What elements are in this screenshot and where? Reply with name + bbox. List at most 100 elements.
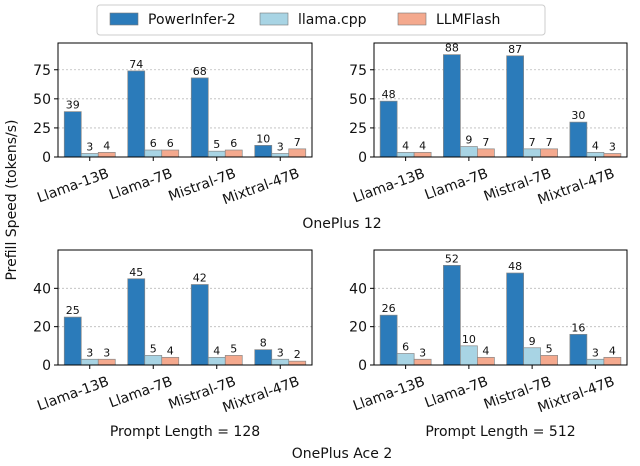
y-tick-label: 25 [349, 121, 367, 137]
bar-llmflash [288, 148, 307, 158]
bar-powerinfer-2 [254, 349, 273, 366]
bar-value-label: 4 [482, 344, 489, 357]
y-tick-label: 25 [33, 121, 51, 137]
bar-llmflash [161, 356, 180, 366]
bar-value-label: 7 [482, 136, 489, 149]
bar-powerinfer-2 [569, 121, 588, 158]
y-tick-label: 0 [358, 358, 367, 374]
bar-llmflash [161, 149, 180, 158]
bar-llama-cpp [144, 149, 163, 158]
bar-value-label: 3 [103, 346, 110, 359]
bar-powerinfer-2 [443, 264, 461, 366]
bar-value-label: 88 [445, 42, 459, 55]
bar-llama-cpp [80, 358, 99, 366]
bar-value-label: 48 [382, 88, 396, 101]
bar-powerinfer-2 [254, 145, 273, 158]
bar-value-label: 4 [609, 344, 616, 357]
y-tick-label: 40 [33, 281, 51, 297]
bar-llmflash [603, 356, 622, 366]
x-tick-label: Llama-7B [423, 374, 491, 412]
bar-value-label: 10 [462, 333, 476, 346]
bar-value-label: 42 [193, 272, 207, 285]
bar-powerinfer-2 [63, 316, 82, 366]
bar-value-label: 3 [592, 346, 599, 359]
bar-value-label: 2 [294, 348, 301, 361]
bar-powerinfer-2 [379, 100, 398, 158]
bar-value-label: 4 [103, 139, 110, 152]
bar-llmflash [224, 149, 243, 158]
bar-llama-cpp [523, 347, 541, 366]
bar-llama-cpp [460, 146, 478, 158]
bar-value-label: 4 [402, 139, 409, 152]
x-tick-label: Llama-13B [35, 166, 111, 207]
bar-llama-cpp [207, 356, 226, 366]
bar-llama-cpp [460, 345, 478, 366]
x-tick-label: Llama-7B [107, 166, 175, 204]
axes-frame [373, 42, 628, 158]
legend-frame [96, 4, 546, 36]
y-tick-label: 75 [349, 63, 367, 79]
bar-llama-cpp [80, 153, 99, 158]
bar-value-label: 5 [213, 138, 220, 151]
x-tick-label: Llama-13B [351, 374, 427, 415]
bar-value-label: 10 [256, 132, 270, 145]
y-tick-label: 0 [42, 150, 51, 166]
bar-llmflash [603, 153, 622, 158]
bar-value-label: 16 [571, 321, 585, 334]
bar-value-label: 9 [465, 134, 472, 147]
legend-label: PowerInfer-2 [148, 12, 236, 28]
bar-powerinfer-2 [379, 314, 398, 366]
bar-value-label: 48 [508, 260, 522, 273]
bar-llama-cpp [271, 358, 290, 366]
y-tick-label: 40 [349, 281, 367, 297]
bar-value-label: 52 [445, 252, 459, 265]
bar-value-label: 3 [609, 141, 616, 154]
y-tick-label: 0 [42, 358, 51, 374]
legend: PowerInfer-2 llama.cpp LLMFlash [96, 4, 546, 36]
bar-powerinfer-2 [127, 70, 146, 158]
bar-powerinfer-2 [190, 284, 209, 366]
y-tick-label: 50 [349, 92, 367, 108]
bar-llmflash [97, 151, 116, 158]
bar-value-label: 9 [529, 335, 536, 348]
bar-llmflash [288, 360, 307, 366]
axes-frame [57, 42, 313, 158]
legend-swatch [259, 12, 289, 26]
bar-llama-cpp [586, 358, 605, 366]
y-tick-label: 75 [33, 63, 51, 79]
axes-frame [373, 249, 628, 366]
bar-value-label: 4 [167, 344, 174, 357]
bar-value-label: 74 [129, 58, 143, 71]
bar-value-label: 4 [592, 139, 599, 152]
bar-value-label: 3 [86, 346, 93, 359]
bar-value-label: 7 [546, 136, 553, 149]
legend-label: LLMFlash [436, 12, 500, 28]
legend-swatch [397, 12, 427, 26]
bar-value-label: 7 [294, 136, 301, 149]
x-tick-label: Llama-13B [35, 374, 111, 415]
bar-powerinfer-2 [569, 333, 588, 366]
bar-value-label: 6 [402, 341, 409, 354]
x-axis-label: Prompt Length = 128 [110, 424, 260, 440]
group-title-oneplus-ace-2: OnePlus Ace 2 [292, 446, 392, 462]
x-axis-label: Prompt Length = 512 [425, 424, 575, 440]
bar-llmflash [477, 148, 495, 158]
bar-llama-cpp [207, 150, 226, 158]
bar-value-label: 6 [230, 137, 237, 150]
y-tick-label: 0 [358, 150, 367, 166]
bar-llmflash [540, 355, 558, 366]
y-tick-label: 20 [33, 320, 51, 336]
bar-llmflash [540, 148, 558, 158]
bar-value-label: 39 [66, 99, 80, 112]
bar-llama-cpp [271, 153, 290, 158]
legend-label: llama.cpp [298, 12, 367, 28]
bar-value-label: 3 [277, 346, 284, 359]
y-tick-label: 20 [349, 320, 367, 336]
bar-value-label: 68 [193, 65, 207, 78]
bar-value-label: 6 [167, 137, 174, 150]
bar-llama-cpp [586, 151, 605, 158]
bar-powerinfer-2 [63, 111, 82, 158]
group-title-oneplus-12: OnePlus 12 [302, 216, 381, 232]
